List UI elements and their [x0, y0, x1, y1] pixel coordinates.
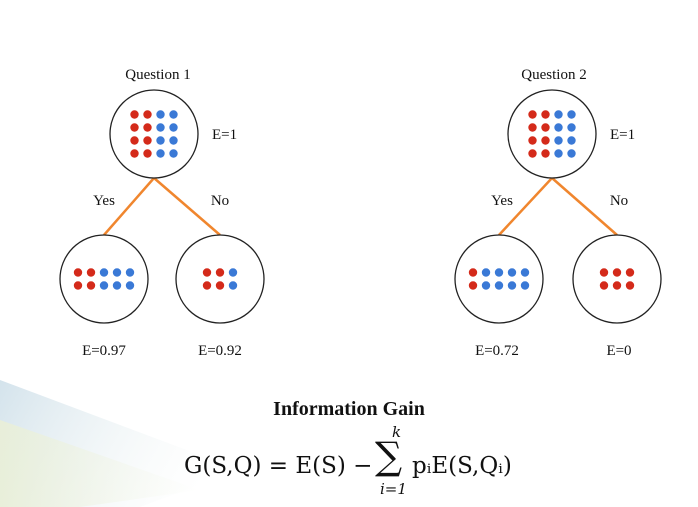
- tree-1-root-dot: [130, 136, 139, 145]
- tree-2-yes-dot: [494, 281, 504, 290]
- tree-1-yes-dot: [99, 268, 109, 277]
- tree-1-yes-dot: [86, 281, 96, 290]
- tree-1-root-dot: [130, 110, 139, 119]
- tree-1-root-dot: [169, 123, 178, 132]
- tree-2-yes-dot: [507, 268, 517, 277]
- tree-2-no-dot: [625, 281, 635, 290]
- tree-1-root-dot: [169, 110, 178, 119]
- tree-1-yes-dot: [125, 281, 135, 290]
- tree-1-yes-dot: [99, 281, 109, 290]
- tree-1-root-dot: [169, 136, 178, 145]
- tree-1-yes-dot: [86, 268, 96, 277]
- tree-2-root-dot: [528, 110, 537, 119]
- tree-1-root-dot: [156, 136, 165, 145]
- tree-2-root-dot: [554, 123, 563, 132]
- tree-2-root-dot: [541, 136, 550, 145]
- tree-2-root-dot: [528, 136, 537, 145]
- tree-1-yes-entropy: E=0.97: [82, 343, 126, 359]
- tree-2-root-dot: [567, 123, 576, 132]
- tree-1-question-label: Question 1: [125, 67, 190, 83]
- tree-1-no-label: No: [211, 193, 229, 209]
- tree-2-root-dot: [567, 110, 576, 119]
- tree-2-no-dot: [612, 281, 622, 290]
- tree-1-yes-node: [59, 234, 149, 324]
- tree-2-root-dot: [528, 123, 537, 132]
- tree-2-yes-dot: [481, 281, 491, 290]
- tree-1-yes-edge: [103, 177, 155, 236]
- tree-1-root-dot: [130, 123, 139, 132]
- tree-1-root-dot: [143, 136, 152, 145]
- tree-1-root-entropy: E=1: [212, 127, 237, 143]
- tree-2-yes-label: Yes: [491, 193, 513, 209]
- information-gain-title: Information Gain: [273, 398, 425, 420]
- tree-2-question-label: Question 2: [521, 67, 586, 83]
- summation-lower-limit: i=1: [380, 480, 407, 498]
- tree-1-no-dot: [215, 268, 225, 277]
- tree-1-root-dot: [156, 110, 165, 119]
- tree-2-no-dot: [612, 268, 622, 277]
- tree-1-root-dot: [130, 149, 139, 158]
- tree-1-root-dot: [143, 149, 152, 158]
- tree-2-yes-dot: [468, 281, 478, 290]
- tree-2-root-dot: [528, 149, 537, 158]
- tree-2-root-dot: [554, 110, 563, 119]
- tree-2-no-node: [572, 234, 662, 324]
- tree-2-no-dot: [599, 268, 609, 277]
- tree-2-no-label: No: [610, 193, 628, 209]
- tree-2-root-dot: [541, 149, 550, 158]
- tree-1-no-dot: [228, 268, 238, 277]
- formula-rhs: pᵢE(S,Qᵢ): [412, 453, 512, 479]
- tree-2-root-dot: [567, 136, 576, 145]
- tree-2-yes-dot: [494, 268, 504, 277]
- tree-2-root-node: [507, 89, 597, 179]
- tree-1-yes-dot: [112, 281, 122, 290]
- tree-2-root-dot: [554, 136, 563, 145]
- tree-2-yes-dot: [468, 268, 478, 277]
- tree-1-no-edge: [153, 177, 221, 236]
- tree-1-root-node: [109, 89, 199, 179]
- tree-2-root-dot: [541, 123, 550, 132]
- tree-2-yes-node: [454, 234, 544, 324]
- tree-1-no-dot: [202, 281, 212, 290]
- tree-1-root-dot: [143, 110, 152, 119]
- tree-1-yes-dot: [73, 281, 83, 290]
- tree-1-yes-dot: [112, 268, 122, 277]
- tree-1-root-dot: [143, 123, 152, 132]
- tree-2-yes-dot: [520, 268, 530, 277]
- tree-1-yes-dot: [73, 268, 83, 277]
- tree-2-yes-dot: [481, 268, 491, 277]
- tree-1-root-dot: [169, 149, 178, 158]
- tree-2-root-dot: [554, 149, 563, 158]
- tree-2-root-dot: [541, 110, 550, 119]
- tree-1-root-dot: [156, 123, 165, 132]
- tree-2-no-entropy: E=0: [606, 343, 631, 359]
- tree-2-no-dot: [625, 268, 635, 277]
- tree-1-no-node: [175, 234, 265, 324]
- tree-2-yes-edge: [498, 177, 553, 236]
- tree-1-no-entropy: E=0.92: [198, 343, 242, 359]
- tree-2-yes-dot: [520, 281, 530, 290]
- summation-symbol: ∑: [375, 434, 403, 478]
- formula-lhs: G(S,Q) = E(S) −: [184, 453, 373, 479]
- tree-1-no-dot: [228, 281, 238, 290]
- tree-1-yes-dot: [125, 268, 135, 277]
- tree-1-yes-label: Yes: [93, 193, 115, 209]
- tree-1-no-dot: [202, 268, 212, 277]
- tree-1-no-dot: [215, 281, 225, 290]
- tree-2-yes-dot: [507, 281, 517, 290]
- tree-2-yes-entropy: E=0.72: [475, 343, 519, 359]
- tree-2-no-dot: [599, 281, 609, 290]
- tree-1-root-dot: [156, 149, 165, 158]
- summation-upper-limit: k: [392, 423, 402, 441]
- background-watermark: [0, 380, 240, 507]
- tree-2-no-edge: [551, 177, 618, 236]
- tree-2-root-entropy: E=1: [610, 127, 635, 143]
- tree-2-root-dot: [567, 149, 576, 158]
